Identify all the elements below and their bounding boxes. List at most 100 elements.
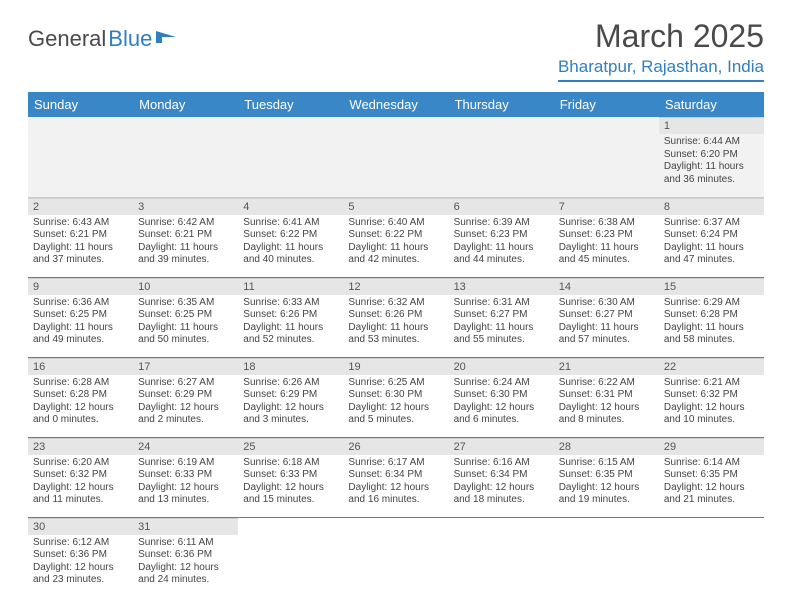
sunrise-text: Sunrise: 6:24 AM [454,377,549,390]
calendar-cell: 10Sunrise: 6:35 AMSunset: 6:25 PMDayligh… [133,277,238,357]
day-number: 25 [238,438,343,455]
daylight-text: Daylight: 11 hours and 40 minutes. [243,242,338,267]
calendar-cell: 8Sunrise: 6:37 AMSunset: 6:24 PMDaylight… [659,197,764,277]
daylight-text: Daylight: 11 hours and 39 minutes. [138,242,233,267]
sunset-text: Sunset: 6:25 PM [138,309,233,322]
calendar-cell [554,517,659,597]
calendar-cell [659,517,764,597]
calendar-cell: 22Sunrise: 6:21 AMSunset: 6:32 PMDayligh… [659,357,764,437]
day-number: 3 [133,198,238,215]
calendar-cell [449,517,554,597]
day-details: Sunrise: 6:14 AMSunset: 6:35 PMDaylight:… [659,455,764,511]
calendar-cell: 23Sunrise: 6:20 AMSunset: 6:32 PMDayligh… [28,437,133,517]
daylight-text: Daylight: 11 hours and 49 minutes. [33,322,128,347]
daylight-text: Daylight: 12 hours and 24 minutes. [138,562,233,587]
day-details: Sunrise: 6:12 AMSunset: 6:36 PMDaylight:… [28,535,133,591]
day-number: 21 [554,358,659,375]
sunset-text: Sunset: 6:22 PM [243,229,338,242]
sunrise-text: Sunrise: 6:35 AM [138,297,233,310]
daylight-text: Daylight: 11 hours and 36 minutes. [664,161,759,186]
sunrise-text: Sunrise: 6:15 AM [559,457,654,470]
daylight-text: Daylight: 12 hours and 6 minutes. [454,402,549,427]
sunrise-text: Sunrise: 6:11 AM [138,537,233,550]
sunrise-text: Sunrise: 6:20 AM [33,457,128,470]
sunset-text: Sunset: 6:32 PM [664,389,759,402]
day-details: Sunrise: 6:27 AMSunset: 6:29 PMDaylight:… [133,375,238,431]
header: GeneralBlue March 2025 Bharatpur, Rajast… [28,18,764,82]
calendar-cell: 15Sunrise: 6:29 AMSunset: 6:28 PMDayligh… [659,277,764,357]
calendar-cell: 21Sunrise: 6:22 AMSunset: 6:31 PMDayligh… [554,357,659,437]
weekday-header: Monday [133,92,238,117]
calendar-cell [238,517,343,597]
sunrise-text: Sunrise: 6:30 AM [559,297,654,310]
calendar-cell [133,117,238,197]
sunset-text: Sunset: 6:25 PM [33,309,128,322]
calendar-body: 1Sunrise: 6:44 AMSunset: 6:20 PMDaylight… [28,117,764,597]
calendar-cell: 2Sunrise: 6:43 AMSunset: 6:21 PMDaylight… [28,197,133,277]
calendar-cell: 25Sunrise: 6:18 AMSunset: 6:33 PMDayligh… [238,437,343,517]
day-details: Sunrise: 6:15 AMSunset: 6:35 PMDaylight:… [554,455,659,511]
day-number: 15 [659,278,764,295]
day-number: 29 [659,438,764,455]
sunset-text: Sunset: 6:23 PM [454,229,549,242]
logo-text-2: Blue [108,26,152,52]
weekday-header: Thursday [449,92,554,117]
daylight-text: Daylight: 12 hours and 8 minutes. [559,402,654,427]
day-number: 6 [449,198,554,215]
sunset-text: Sunset: 6:21 PM [138,229,233,242]
calendar-cell [449,117,554,197]
title-block: March 2025 Bharatpur, Rajasthan, India [558,18,764,82]
sunrise-text: Sunrise: 6:39 AM [454,217,549,230]
sunset-text: Sunset: 6:36 PM [138,549,233,562]
day-number: 24 [133,438,238,455]
calendar-cell: 31Sunrise: 6:11 AMSunset: 6:36 PMDayligh… [133,517,238,597]
daylight-text: Daylight: 12 hours and 21 minutes. [664,482,759,507]
sunrise-text: Sunrise: 6:33 AM [243,297,338,310]
calendar-cell: 1Sunrise: 6:44 AMSunset: 6:20 PMDaylight… [659,117,764,197]
sunset-text: Sunset: 6:28 PM [664,309,759,322]
day-details: Sunrise: 6:44 AMSunset: 6:20 PMDaylight:… [659,134,764,190]
day-details: Sunrise: 6:37 AMSunset: 6:24 PMDaylight:… [659,215,764,271]
calendar-cell: 17Sunrise: 6:27 AMSunset: 6:29 PMDayligh… [133,357,238,437]
day-details: Sunrise: 6:36 AMSunset: 6:25 PMDaylight:… [28,295,133,351]
sunset-text: Sunset: 6:23 PM [559,229,654,242]
calendar-cell: 16Sunrise: 6:28 AMSunset: 6:28 PMDayligh… [28,357,133,437]
day-number: 7 [554,198,659,215]
day-details: Sunrise: 6:42 AMSunset: 6:21 PMDaylight:… [133,215,238,271]
sunrise-text: Sunrise: 6:14 AM [664,457,759,470]
weekday-header: Saturday [659,92,764,117]
sunrise-text: Sunrise: 6:44 AM [664,136,759,149]
day-details: Sunrise: 6:31 AMSunset: 6:27 PMDaylight:… [449,295,554,351]
sunset-text: Sunset: 6:30 PM [348,389,443,402]
sunrise-text: Sunrise: 6:18 AM [243,457,338,470]
day-details: Sunrise: 6:22 AMSunset: 6:31 PMDaylight:… [554,375,659,431]
calendar-row: 1Sunrise: 6:44 AMSunset: 6:20 PMDaylight… [28,117,764,197]
day-number: 19 [343,358,448,375]
day-number: 10 [133,278,238,295]
day-number: 23 [28,438,133,455]
day-details: Sunrise: 6:11 AMSunset: 6:36 PMDaylight:… [133,535,238,591]
day-details: Sunrise: 6:39 AMSunset: 6:23 PMDaylight:… [449,215,554,271]
sunrise-text: Sunrise: 6:12 AM [33,537,128,550]
sunrise-text: Sunrise: 6:25 AM [348,377,443,390]
calendar-cell: 30Sunrise: 6:12 AMSunset: 6:36 PMDayligh… [28,517,133,597]
day-details: Sunrise: 6:16 AMSunset: 6:34 PMDaylight:… [449,455,554,511]
calendar-cell: 9Sunrise: 6:36 AMSunset: 6:25 PMDaylight… [28,277,133,357]
day-details: Sunrise: 6:43 AMSunset: 6:21 PMDaylight:… [28,215,133,271]
calendar-row: 9Sunrise: 6:36 AMSunset: 6:25 PMDaylight… [28,277,764,357]
calendar-cell: 19Sunrise: 6:25 AMSunset: 6:30 PMDayligh… [343,357,448,437]
day-number: 1 [659,117,764,134]
day-number: 18 [238,358,343,375]
day-number: 31 [133,518,238,535]
daylight-text: Daylight: 11 hours and 44 minutes. [454,242,549,267]
sunset-text: Sunset: 6:26 PM [243,309,338,322]
daylight-text: Daylight: 12 hours and 18 minutes. [454,482,549,507]
day-number: 8 [659,198,764,215]
day-number: 4 [238,198,343,215]
calendar-cell: 12Sunrise: 6:32 AMSunset: 6:26 PMDayligh… [343,277,448,357]
day-details: Sunrise: 6:28 AMSunset: 6:28 PMDaylight:… [28,375,133,431]
sunrise-text: Sunrise: 6:17 AM [348,457,443,470]
day-number: 13 [449,278,554,295]
day-number: 26 [343,438,448,455]
sunrise-text: Sunrise: 6:32 AM [348,297,443,310]
